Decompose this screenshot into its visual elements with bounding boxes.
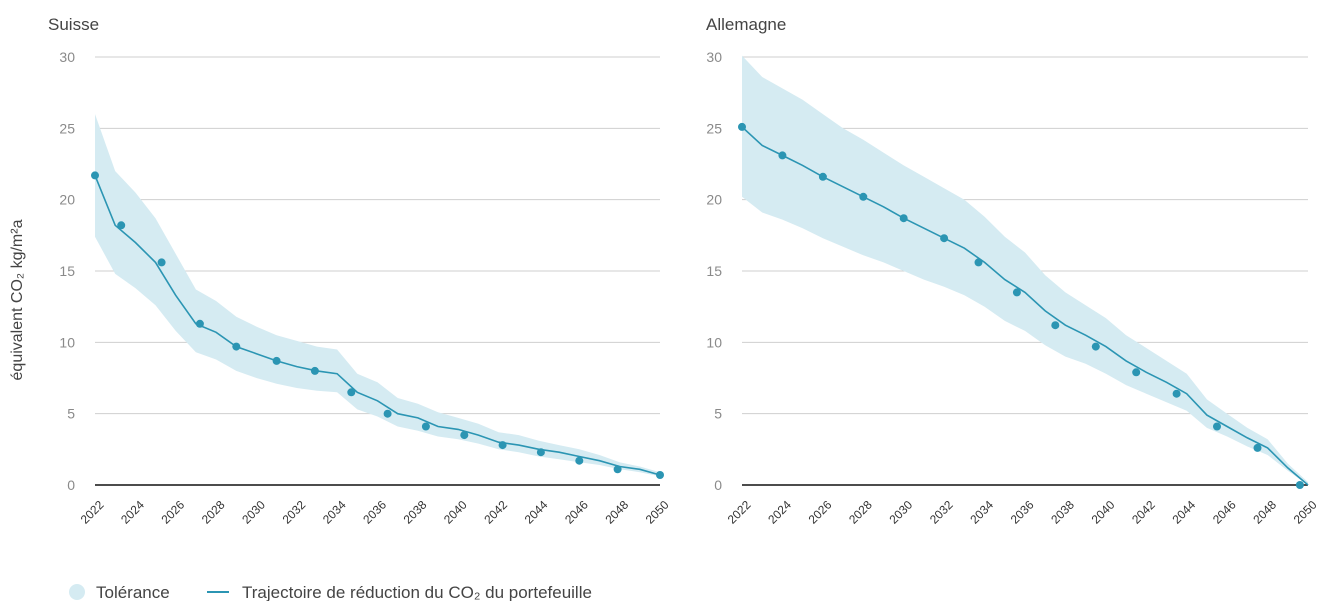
trajectory-point xyxy=(1172,389,1181,398)
trajectory-point xyxy=(859,192,868,201)
trajectory-point xyxy=(272,356,281,365)
trajectory-point xyxy=(91,171,99,180)
trajectory-point xyxy=(347,388,356,397)
trajectory-point xyxy=(157,258,166,267)
trajectory-point xyxy=(498,441,507,450)
x-tick-label-2024: 2024 xyxy=(765,498,794,527)
x-tick-label-2032: 2032 xyxy=(927,498,956,527)
trajectory-point xyxy=(899,214,908,223)
x-tick-label-2030: 2030 xyxy=(239,498,268,527)
trajectory-point xyxy=(117,221,126,230)
trajectory-point xyxy=(738,122,746,131)
trajectory-point xyxy=(1132,368,1141,377)
trajectory-point xyxy=(778,151,787,160)
x-tick-label-2044: 2044 xyxy=(1169,498,1198,527)
panel-suisse: 0 5 10 15 20 25 30 2022 2024 2026 2028 2030 2032 2034… xyxy=(59,49,671,527)
x-tick-label-2040: 2040 xyxy=(441,498,470,527)
x-tick-label-2026: 2026 xyxy=(158,498,187,527)
x-tick-label-2050: 2050 xyxy=(1291,498,1320,527)
y-tick-label-30: 30 xyxy=(59,49,75,65)
panel-allemagne: 0 5 10 15 20 25 30 2022 2024 2026 2028 2030 2032 2034… xyxy=(706,49,1319,527)
x-tick-label-2036: 2036 xyxy=(1008,498,1037,527)
y-tick-label-5: 5 xyxy=(714,406,722,422)
trajectory-point xyxy=(421,422,430,431)
x-tick-label-2042: 2042 xyxy=(1129,498,1158,527)
trajectory-point xyxy=(1091,342,1100,351)
trajectory-point xyxy=(818,172,827,181)
trajectory-point xyxy=(613,465,622,474)
x-tick-label-2046: 2046 xyxy=(1210,498,1239,527)
legend-swatch-tolerance xyxy=(69,584,85,600)
trajectory-point xyxy=(1253,443,1262,452)
legend-label-tolerance: Tolérance xyxy=(96,583,170,601)
legend-label-trajectory: Trajectoire de réduction du CO₂ du porte… xyxy=(242,583,592,601)
y-axis-label: équivalent CO₂ kg/m²a xyxy=(9,219,26,380)
x-tick-label-2034: 2034 xyxy=(320,498,349,527)
x-tick-label-2034: 2034 xyxy=(967,498,996,527)
y-tick-label-5: 5 xyxy=(67,406,75,422)
trajectory-point xyxy=(383,409,392,418)
trajectory-point xyxy=(1295,481,1304,489)
y-tick-label-15: 15 xyxy=(706,263,722,279)
panel-title-suisse: Suisse xyxy=(48,15,99,34)
trajectory-point xyxy=(232,342,241,351)
trajectory-point xyxy=(1012,288,1021,297)
x-tick-label-2022: 2022 xyxy=(78,498,107,527)
y-tick-label-0: 0 xyxy=(714,477,722,493)
x-tick-label-2022: 2022 xyxy=(725,498,754,527)
x-tick-label-2030: 2030 xyxy=(886,498,915,527)
x-tick-label-2046: 2046 xyxy=(562,498,591,527)
y-tick-label-30: 30 xyxy=(706,49,722,65)
tolerance-band xyxy=(95,114,660,477)
x-tick-label-2026: 2026 xyxy=(806,498,835,527)
tolerance-band xyxy=(742,55,1308,485)
y-tick-label-10: 10 xyxy=(706,334,722,350)
x-tick-label-2038: 2038 xyxy=(1048,498,1077,527)
trajectory-line xyxy=(94,175,661,476)
x-tick-label-2032: 2032 xyxy=(280,498,309,527)
y-tick-label-20: 20 xyxy=(706,192,722,208)
y-tick-label-15: 15 xyxy=(59,263,75,279)
legend: Tolérance Trajectoire de réduction du CO… xyxy=(69,583,592,601)
x-tick-label-2042: 2042 xyxy=(481,498,510,527)
x-tick-label-2044: 2044 xyxy=(522,498,551,527)
trajectory-point xyxy=(536,448,545,457)
panel-title-allemagne: Allemagne xyxy=(706,15,786,34)
x-tick-label-2040: 2040 xyxy=(1089,498,1118,527)
trajectory-point xyxy=(195,319,204,328)
y-tick-label-0: 0 xyxy=(67,477,75,493)
x-tick-label-2038: 2038 xyxy=(401,498,430,527)
y-tick-label-25: 25 xyxy=(59,120,75,136)
x-tick-label-2024: 2024 xyxy=(118,498,147,527)
trajectory-point xyxy=(656,471,664,479)
x-tick-label-2036: 2036 xyxy=(360,498,389,527)
y-tick-label-25: 25 xyxy=(706,120,722,136)
trajectory-point xyxy=(1213,422,1221,431)
trajectory-point xyxy=(575,456,584,465)
x-tick-label-2048: 2048 xyxy=(602,498,631,527)
x-tick-label-2028: 2028 xyxy=(199,498,228,527)
y-tick-label-20: 20 xyxy=(59,192,75,208)
trajectory-line xyxy=(741,126,1309,486)
trajectory-point xyxy=(460,431,469,440)
x-tick-label-2028: 2028 xyxy=(846,498,875,527)
trajectory-point xyxy=(940,234,949,243)
x-tick-label-2050: 2050 xyxy=(643,498,672,527)
trajectory-point xyxy=(974,258,983,267)
x-tick-label-2048: 2048 xyxy=(1250,498,1279,527)
trajectory-point xyxy=(310,366,319,375)
trajectory-point xyxy=(1051,321,1060,330)
y-tick-label-10: 10 xyxy=(59,334,75,350)
